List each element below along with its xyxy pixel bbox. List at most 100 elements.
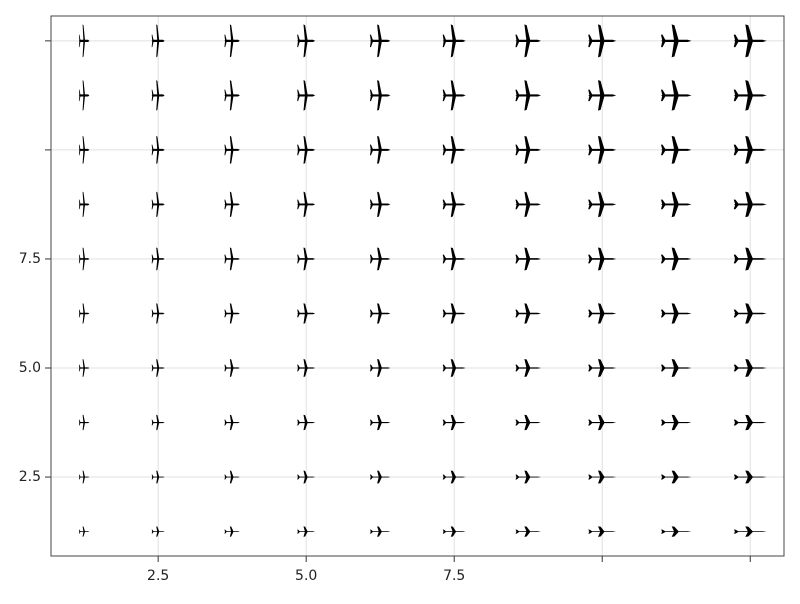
plane-marker <box>369 24 391 58</box>
plane-marker <box>78 135 90 164</box>
plane-marker <box>660 247 692 271</box>
plane-marker <box>224 135 240 164</box>
plane-marker <box>660 414 692 431</box>
plane-marker <box>224 24 240 58</box>
plane-marker <box>733 526 767 537</box>
plane-marker <box>588 470 617 484</box>
plane-marker <box>78 303 90 324</box>
plane-marker <box>369 359 391 378</box>
plane-marker <box>515 470 541 484</box>
plane-marker <box>442 80 466 111</box>
plane-marker <box>151 135 165 164</box>
plane-marker <box>733 80 767 111</box>
plane-marker <box>733 414 767 431</box>
plane-marker <box>224 359 240 378</box>
plane-marker <box>151 80 165 111</box>
plane-marker <box>442 470 466 484</box>
plane-marker <box>151 359 165 378</box>
plane-marker <box>588 303 617 324</box>
plane-marker <box>78 247 90 271</box>
plane-marker <box>297 24 316 58</box>
y-tick-label: 5.0 <box>19 360 41 376</box>
plane-marker <box>78 526 90 537</box>
plane-marker <box>297 80 316 111</box>
plane-marker <box>515 24 541 58</box>
plane-marker <box>588 191 617 218</box>
plane-marker <box>733 191 767 218</box>
plane-marker <box>151 414 165 431</box>
plot-frame <box>50 15 785 557</box>
plane-marker <box>224 303 240 324</box>
plane-marker <box>78 24 90 58</box>
plane-marker <box>151 303 165 324</box>
plane-marker <box>369 303 391 324</box>
plane-marker <box>224 80 240 111</box>
plane-marker <box>442 24 466 58</box>
plane-marker <box>78 470 90 484</box>
plane-marker <box>660 359 692 378</box>
x-tick-label: 2.5 <box>147 568 169 584</box>
plane-marker <box>297 359 316 378</box>
plane-marker <box>588 24 617 58</box>
plane-marker <box>297 135 316 164</box>
plane-marker <box>660 470 692 484</box>
plane-marker <box>515 414 541 431</box>
plane-marker <box>515 135 541 164</box>
plane-marker <box>733 470 767 484</box>
plane-marker <box>369 247 391 271</box>
plane-marker <box>369 80 391 111</box>
plane-marker <box>369 414 391 431</box>
plane-marker <box>588 414 617 431</box>
plane-marker <box>224 526 240 537</box>
plane-marker <box>660 135 692 164</box>
plane-marker <box>297 526 316 537</box>
plane-marker <box>78 359 90 378</box>
plane-marker <box>151 247 165 271</box>
plane-marker <box>515 526 541 537</box>
plane-marker <box>369 135 391 164</box>
plane-marker <box>442 414 466 431</box>
plane-marker <box>369 526 391 537</box>
plane-marker <box>660 526 692 537</box>
plane-marker <box>733 359 767 378</box>
plane-marker <box>515 359 541 378</box>
plane-marker <box>78 191 90 218</box>
plane-marker <box>660 303 692 324</box>
plane-marker <box>151 470 165 484</box>
plane-marker <box>369 191 391 218</box>
plane-marker <box>660 80 692 111</box>
plane-marker <box>442 191 466 218</box>
plane-marker <box>515 303 541 324</box>
plane-marker <box>151 24 165 58</box>
plane-marker <box>442 303 466 324</box>
plane-marker <box>297 303 316 324</box>
y-tick-label: 7.5 <box>19 251 41 267</box>
plane-marker <box>151 526 165 537</box>
plane-marker <box>515 191 541 218</box>
plane-marker <box>78 414 90 431</box>
plane-marker <box>297 191 316 218</box>
plane-marker <box>224 470 240 484</box>
plane-marker <box>442 359 466 378</box>
plane-marker <box>733 135 767 164</box>
plane-marker <box>297 414 316 431</box>
plane-marker <box>733 303 767 324</box>
plane-marker <box>515 247 541 271</box>
plane-marker <box>442 135 466 164</box>
y-tick-label: 2.5 <box>19 469 41 485</box>
plane-marker <box>660 24 692 58</box>
plane-marker <box>224 414 240 431</box>
plane-marker <box>660 191 692 218</box>
plane-marker <box>733 247 767 271</box>
plane-marker <box>588 80 617 111</box>
plane-marker <box>588 526 617 537</box>
plane-marker <box>151 191 165 218</box>
plane-marker <box>733 24 767 58</box>
plane-marker <box>297 247 316 271</box>
plane-marker <box>297 470 316 484</box>
plane-marker <box>442 526 466 537</box>
plane-marker <box>369 470 391 484</box>
plane-marker <box>588 247 617 271</box>
